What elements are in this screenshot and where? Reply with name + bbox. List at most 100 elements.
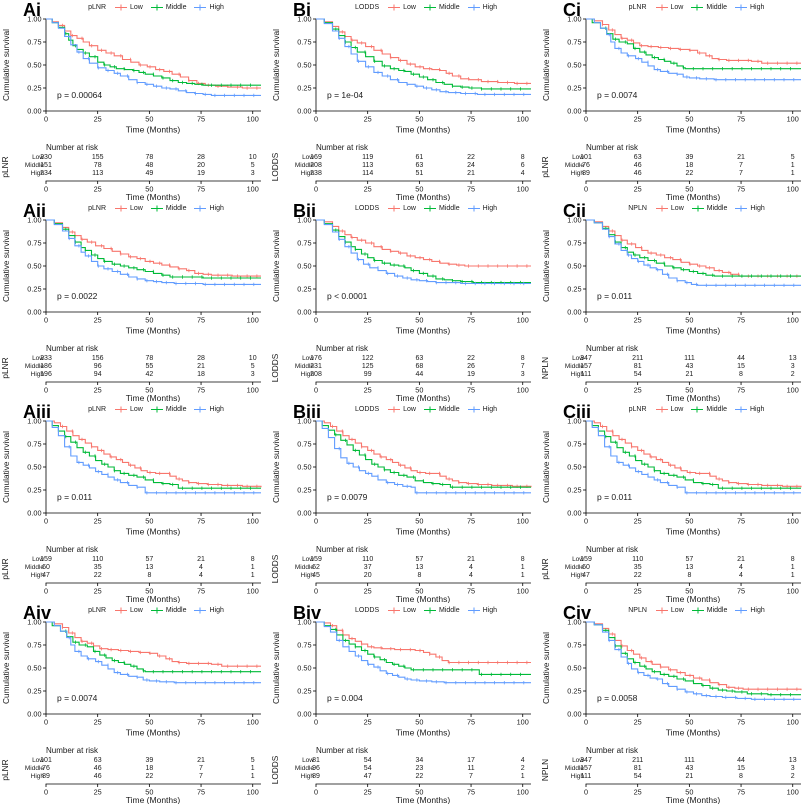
km-panel: Civ NPLN Low Middle High 1.00 0.75 0.50 0.25 0… — [540, 603, 811, 804]
risk-table-header: Number at risk — [586, 545, 639, 554]
risk-x-tick-label: 100 — [787, 587, 799, 596]
legend-title: pLNR — [628, 406, 647, 413]
x-tick-label: 50 — [685, 517, 693, 526]
risk-count: 46 — [634, 170, 642, 177]
x-tick-label: 100 — [787, 517, 799, 526]
survival-plot: 1.00 0.75 0.50 0.25 0.000 25 50 75 100 Cumulative… — [271, 618, 531, 738]
legend-key-icon — [194, 4, 207, 11]
legend: LODDS Low Middle High — [316, 205, 536, 212]
y-tick-label: 0.50 — [567, 462, 581, 471]
risk-table-header: Number at risk — [316, 344, 369, 353]
legend-item-low: Low — [387, 205, 416, 212]
legend-item-high: High — [467, 406, 497, 413]
risk-count: 28 — [197, 154, 205, 161]
y-axis-title: Cumulative survival — [541, 632, 551, 704]
legend-item-middle: Middle — [423, 4, 460, 11]
legend-key-icon — [467, 205, 480, 212]
risk-x-axis-title: Time (Months) — [126, 393, 181, 402]
risk-x-tick-label: 100 — [517, 185, 529, 194]
x-tick-label: 25 — [364, 115, 372, 124]
p-value: p = 0.0074 — [57, 693, 98, 703]
y-tick-label: 0.50 — [297, 60, 311, 69]
risk-count: 111 — [684, 355, 695, 362]
km-panel: Biv LODDS Low Middle High 1.00 0.75 0.50 0.25… — [270, 603, 540, 804]
risk-x-tick-label: 25 — [634, 386, 642, 395]
legend-key-icon — [150, 406, 163, 413]
risk-count: 96 — [312, 765, 320, 772]
risk-x-tick-label: 25 — [364, 587, 372, 596]
risk-row-label: Low — [32, 154, 44, 161]
risk-row-label: Middle — [25, 765, 45, 772]
x-axis-title: Time (Months) — [396, 527, 451, 537]
risk-table-header: Number at risk — [316, 746, 369, 755]
risk-x-tick-label: 0 — [44, 386, 48, 395]
legend-item-middle: Middle — [423, 406, 460, 413]
survival-curve-high — [46, 219, 261, 285]
y-tick-label: 0.25 — [27, 284, 41, 293]
y-tick-label: 0.75 — [297, 439, 311, 448]
risk-count: 13 — [789, 355, 797, 362]
risk-row-label: Middle — [565, 564, 585, 571]
risk-count: 35 — [634, 564, 642, 571]
legend-key-icon — [734, 406, 747, 413]
risk-count: 60 — [582, 564, 590, 571]
risk-count: 111 — [581, 773, 592, 780]
risk-count: 21 — [737, 154, 745, 161]
risk-count: 48 — [146, 162, 154, 169]
legend-title: LODDS — [355, 607, 380, 614]
x-tick-label: 75 — [737, 517, 745, 526]
risk-count: 46 — [94, 773, 102, 780]
y-tick-label: 0.25 — [567, 485, 581, 494]
legend-key-icon — [735, 607, 748, 614]
risk-row-label: Middle — [25, 162, 45, 169]
risk-count: 8 — [687, 572, 691, 579]
x-tick-label: 0 — [44, 517, 48, 526]
risk-count: 3 — [791, 765, 795, 772]
risk-count: 2 — [521, 765, 525, 772]
survival-curve-high — [46, 621, 261, 684]
risk-row-label: High — [301, 773, 315, 780]
x-tick-label: 75 — [197, 316, 205, 325]
x-tick-label: 0 — [314, 517, 318, 526]
risk-count: 155 — [92, 154, 104, 161]
y-tick-label: 0.25 — [27, 485, 41, 494]
legend-item-low: Low — [387, 4, 416, 11]
risk-table-header: Number at risk — [46, 344, 99, 353]
legend-item-high: High — [193, 607, 224, 614]
legend-key-icon — [115, 406, 128, 413]
x-tick-label: 100 — [247, 517, 259, 526]
risk-count: 1 — [791, 162, 795, 169]
y-tick-label: 0.25 — [27, 83, 41, 92]
legend-key-icon — [467, 607, 480, 614]
x-tick-label: 50 — [415, 517, 423, 526]
legend: NPLN Low Middle High — [586, 205, 807, 212]
risk-x-tick-label: 100 — [787, 386, 799, 395]
survival-curve-high — [586, 18, 801, 81]
legend-title: NPLN — [628, 607, 647, 614]
legend-title: pLNR — [88, 406, 107, 413]
y-tick-label: 1.00 — [567, 417, 581, 425]
risk-row-label: High — [31, 572, 45, 579]
x-tick-label: 0 — [584, 316, 588, 325]
y-tick-label: 0.75 — [27, 238, 41, 247]
legend-item-label: High — [482, 607, 497, 614]
risk-count: 54 — [634, 371, 642, 378]
p-value: p = 0.011 — [57, 492, 92, 502]
risk-x-tick-label: 75 — [737, 587, 745, 596]
legend-key-icon — [691, 607, 704, 614]
legend-item-middle: Middle — [691, 607, 727, 614]
survival-curve-high — [46, 420, 261, 494]
risk-count: 20 — [197, 162, 205, 169]
y-tick-label: 0.50 — [27, 462, 41, 471]
legend-item-high: High — [734, 607, 765, 614]
risk-count: 21 — [197, 556, 205, 563]
survival-curve-low — [46, 420, 262, 488]
risk-x-tick-label: 50 — [415, 788, 423, 797]
y-tick-label: 0.00 — [567, 307, 581, 316]
risk-x-tick-label: 100 — [517, 788, 529, 797]
legend-item-label: Low — [403, 205, 416, 212]
